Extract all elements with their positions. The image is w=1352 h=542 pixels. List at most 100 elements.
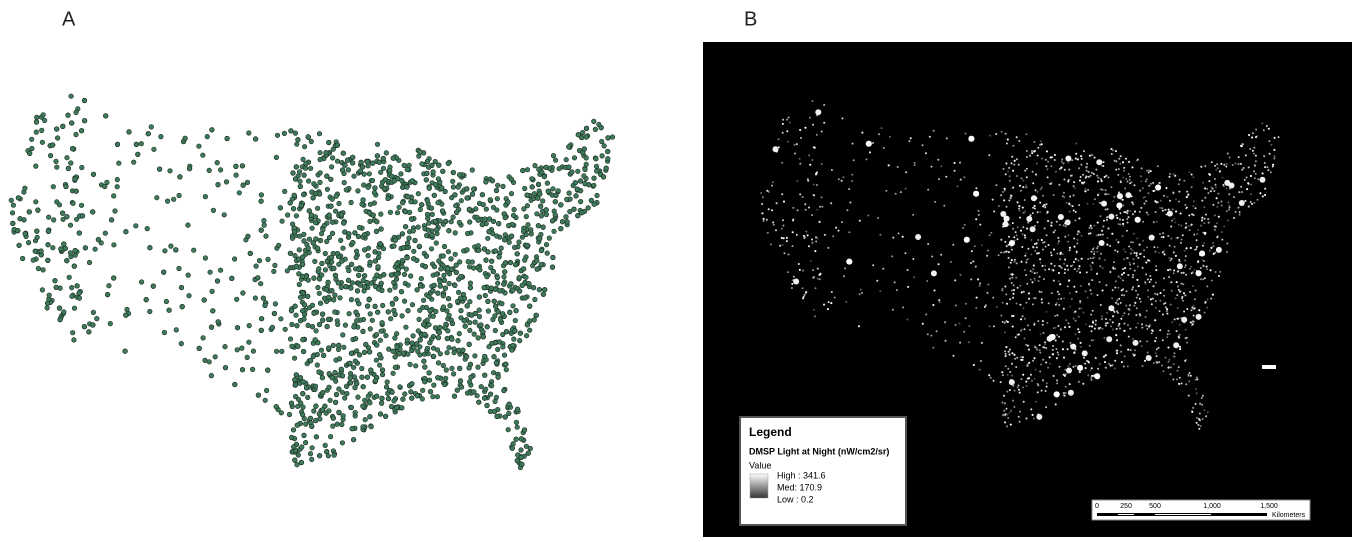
point <box>594 164 599 169</box>
point <box>177 266 182 271</box>
point <box>848 231 850 233</box>
point <box>61 124 66 129</box>
point <box>379 227 384 232</box>
point <box>1069 247 1071 249</box>
point <box>1252 150 1254 152</box>
point <box>1046 212 1048 214</box>
point <box>1033 418 1035 420</box>
point <box>877 217 879 219</box>
point <box>179 285 184 290</box>
point <box>1023 401 1025 403</box>
point <box>308 358 313 363</box>
point <box>1125 211 1127 213</box>
point <box>538 204 543 209</box>
point <box>408 362 413 367</box>
point <box>491 269 496 274</box>
point <box>1027 324 1029 326</box>
point <box>1100 188 1102 190</box>
point <box>432 264 437 269</box>
point <box>1150 183 1152 185</box>
point <box>295 404 300 409</box>
point <box>794 153 796 155</box>
point <box>293 177 298 182</box>
point <box>370 161 375 166</box>
point <box>482 373 487 378</box>
point <box>1074 268 1076 270</box>
point <box>1000 239 1002 241</box>
point <box>1096 247 1098 249</box>
point <box>302 303 307 308</box>
point <box>468 299 473 304</box>
point <box>1193 305 1195 307</box>
point <box>409 390 414 395</box>
point <box>294 214 299 219</box>
point <box>572 207 577 212</box>
point <box>259 316 264 321</box>
point <box>64 184 69 189</box>
point <box>357 267 362 272</box>
point <box>1096 251 1098 253</box>
point <box>1118 276 1120 278</box>
point <box>123 349 128 354</box>
point <box>395 210 400 215</box>
point <box>330 197 335 202</box>
point <box>782 225 784 227</box>
point <box>1004 350 1006 352</box>
point <box>470 192 475 197</box>
point <box>322 223 327 228</box>
point <box>1272 166 1274 168</box>
point <box>988 374 990 376</box>
point <box>599 139 604 144</box>
point <box>1089 265 1091 267</box>
point <box>468 281 473 286</box>
point <box>374 332 379 337</box>
point <box>907 286 909 288</box>
point <box>325 174 330 179</box>
point <box>191 248 196 253</box>
point <box>1026 168 1028 170</box>
point <box>1144 281 1146 283</box>
point <box>487 229 492 234</box>
point <box>222 213 227 218</box>
point <box>343 163 348 168</box>
point <box>1081 158 1083 160</box>
point <box>433 219 438 224</box>
point <box>1179 377 1181 379</box>
point <box>497 340 502 345</box>
point <box>381 166 386 171</box>
point <box>1122 268 1124 270</box>
point <box>1159 207 1161 209</box>
point <box>365 304 370 309</box>
point <box>367 350 372 355</box>
point <box>1117 193 1123 199</box>
point <box>237 191 242 196</box>
point <box>808 207 810 209</box>
point <box>1173 272 1175 274</box>
point <box>1035 401 1037 403</box>
point <box>1013 406 1015 408</box>
point <box>70 146 75 151</box>
point <box>1147 214 1149 216</box>
point <box>960 179 962 181</box>
point <box>599 125 604 130</box>
point <box>1156 293 1158 295</box>
point <box>273 263 278 268</box>
point <box>1031 152 1033 154</box>
point <box>347 268 352 273</box>
point <box>1267 166 1269 168</box>
point <box>1212 204 1214 206</box>
point <box>1104 361 1106 363</box>
point <box>1011 156 1013 158</box>
point <box>1192 271 1194 273</box>
point <box>1080 164 1082 166</box>
point <box>1078 230 1080 232</box>
point <box>861 292 863 294</box>
point <box>447 345 452 350</box>
point <box>1122 161 1124 163</box>
point <box>788 117 790 119</box>
point <box>1272 164 1274 166</box>
point <box>234 173 239 178</box>
point <box>1055 327 1057 329</box>
point <box>1172 192 1174 194</box>
point <box>54 159 59 164</box>
